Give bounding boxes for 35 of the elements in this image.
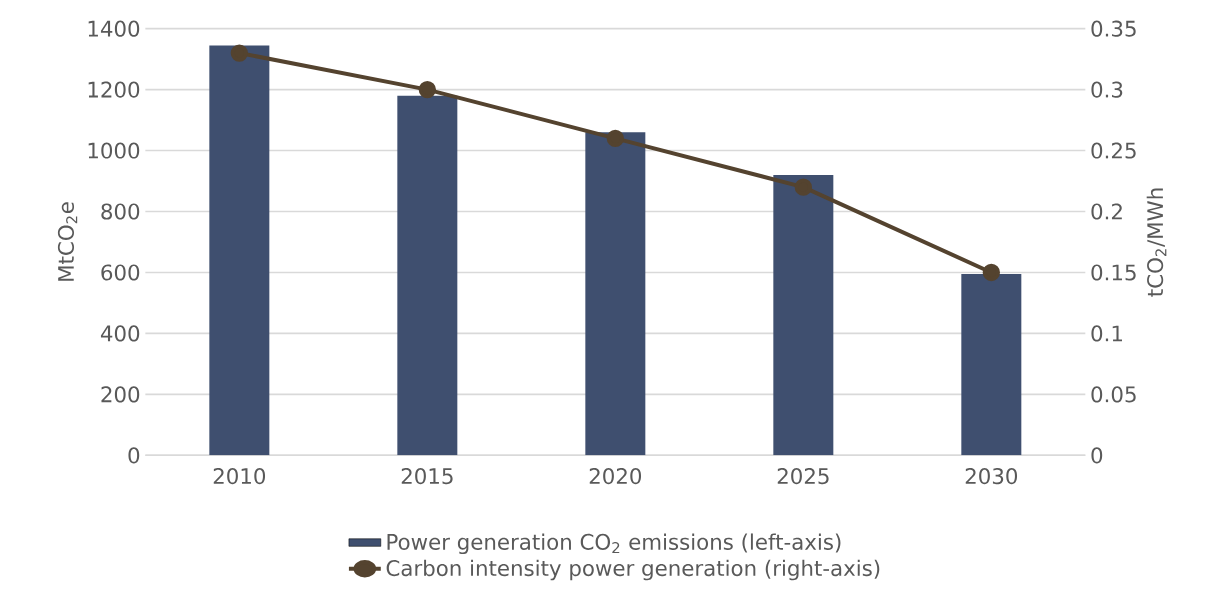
- y-tick-label: 800: [101, 203, 140, 220]
- x-tick-label: 2010: [213, 468, 266, 485]
- point: [794, 178, 812, 196]
- y2-tick-label: 0.2: [1091, 203, 1122, 220]
- y2-tick-label: 0.25: [1091, 142, 1136, 159]
- bar: [961, 273, 1022, 456]
- y2-axis-title: tCO$_{2}$/MWh: [1146, 188, 1167, 297]
- y-tick-label: 1400: [88, 20, 140, 37]
- y2-tick-label: 0.1: [1091, 325, 1122, 342]
- bar: [209, 45, 270, 456]
- x-tick-label: 2025: [777, 468, 829, 485]
- y-tick-label: 400: [100, 325, 140, 342]
- y2-tick-label: 0.05: [1091, 386, 1136, 403]
- bar: [585, 132, 646, 456]
- bar: [773, 174, 834, 456]
- point: [606, 129, 624, 148]
- x-tick-label: 2030: [965, 468, 1018, 485]
- point: [418, 80, 437, 99]
- legend-label: Carbon intensity power generation (right-axis): [386, 559, 880, 581]
- y2-tick-label: 0.3: [1091, 81, 1123, 98]
- y2-tick-label: 0.35: [1091, 20, 1136, 37]
- y2-tick-label: 0: [1091, 447, 1103, 464]
- y-tick-label: 0: [128, 447, 140, 464]
- legend-label: Power generation CO$_{2}$ emissions (left-axis): [387, 533, 841, 555]
- y-tick-label: 1000: [88, 142, 140, 159]
- point: [230, 44, 249, 62]
- y-tick-label: 600: [101, 264, 140, 281]
- point: [982, 263, 1000, 282]
- y-tick-label: 200: [101, 386, 140, 403]
- y2-tick-label: 0.15: [1091, 264, 1136, 281]
- bar: [397, 95, 458, 456]
- x-tick-label: 2020: [589, 468, 642, 485]
- x-tick-label: 2015: [401, 468, 453, 485]
- y-tick-label: 1200: [88, 81, 140, 98]
- y-axis-title: MtCO$_{2}$e: [57, 202, 78, 281]
